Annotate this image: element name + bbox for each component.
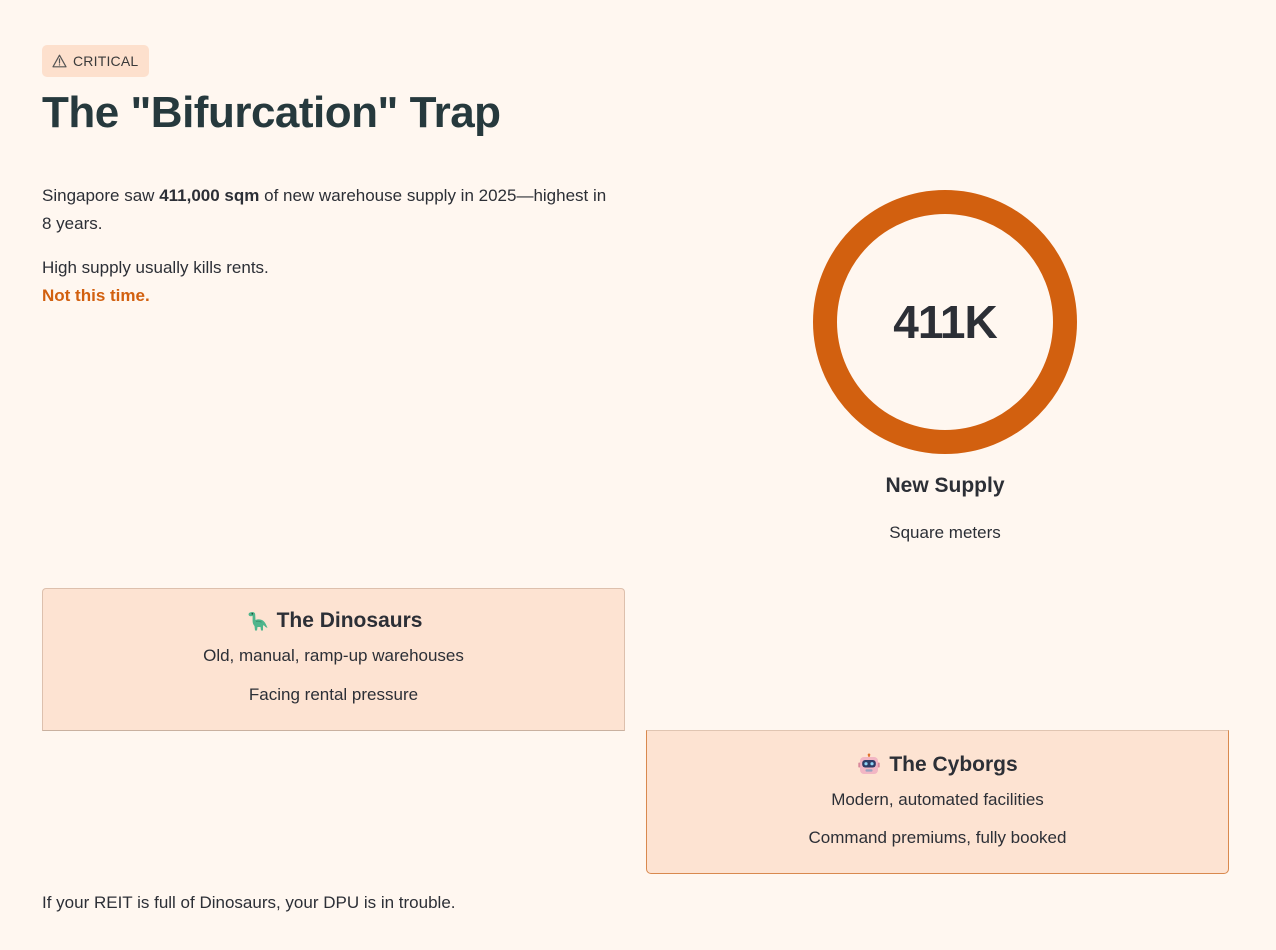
supply-figure: 411,000 sqm: [159, 186, 260, 205]
dinosaurs-card: The Dinosaurs Old, manual, ramp-up wareh…: [42, 588, 625, 731]
footer-note: If your REIT is full of Dinosaurs, your …: [42, 893, 456, 912]
robot-icon: [857, 753, 881, 777]
intro-paragraph: Singapore saw 411,000 sqm of new warehou…: [42, 182, 617, 238]
intro-suffix: of new warehouse supply in 2025—highest …: [42, 186, 607, 233]
dinosaurs-card-header: The Dinosaurs: [43, 606, 624, 636]
intro-prefix: Singapore saw: [42, 186, 160, 205]
supply-ring: 411K: [813, 190, 1077, 454]
ring-circle: [813, 190, 1077, 454]
warning-icon: [52, 54, 67, 68]
cyborgs-card: The Cyborgs Modern, automated facilities…: [646, 730, 1229, 874]
cyborgs-title: The Cyborgs: [889, 753, 1018, 776]
badge-label: CRITICAL: [73, 53, 139, 69]
intro-text: Singapore saw 411,000 sqm of new warehou…: [42, 182, 617, 310]
cyborgs-status: Command premiums, fully booked: [808, 828, 1067, 847]
stat-value: 411K: [893, 296, 997, 348]
ring-graphic: [813, 190, 1077, 454]
cyborgs-description: Modern, automated facilities: [831, 790, 1044, 809]
cyborgs-card-header: The Cyborgs: [647, 750, 1228, 780]
critical-badge: CRITICAL: [42, 45, 150, 77]
dinosaurs-title: The Dinosaurs: [276, 609, 423, 632]
intro-statement: High supply usually kills rents.: [42, 258, 269, 277]
page-title: The "Bifurcation" Trap: [42, 88, 501, 137]
stat-label: New Supply: [885, 474, 1005, 497]
intro-paragraph-2: High supply usually kills rents. Not this…: [42, 254, 617, 310]
dinosaurs-description: Old, manual, ramp-up warehouses: [203, 646, 464, 665]
dinosaur-icon: [245, 609, 269, 633]
accent-text: Not this time.: [42, 286, 150, 305]
dinosaurs-status: Facing rental pressure: [248, 685, 419, 704]
stat-sublabel: Square meters: [889, 523, 1001, 542]
